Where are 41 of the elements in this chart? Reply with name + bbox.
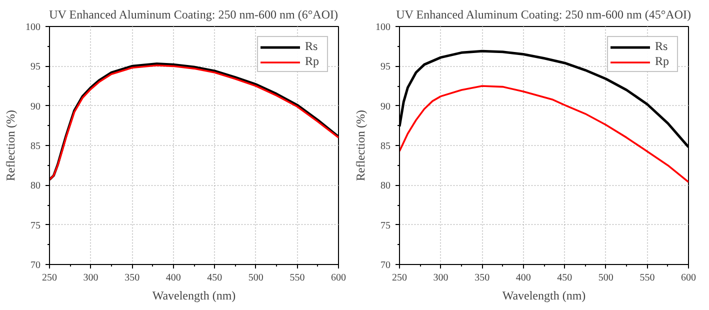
y-axis-title: Reflection (%) [4,110,18,181]
x-axis-title: Wavelength (nm) [502,288,586,302]
x-tick-label: 450 [557,272,572,284]
y-tick-label: 90 [30,101,40,112]
x-tick-label: 600 [331,272,346,284]
legend-label: Rs [655,39,669,54]
x-tick-label: 550 [640,272,655,284]
y-tick-label: 95 [30,62,40,73]
legend-label: Rs [305,39,319,54]
y-tick-label: 75 [380,220,390,232]
line-series [400,85,688,183]
x-tick-label: 350 [474,272,490,284]
y-tick-label: 95 [380,62,390,73]
x-tick-label: 400 [516,272,531,284]
y-tick-label: 70 [380,260,390,271]
y-tick-label: 85 [30,141,40,152]
y-tick-label: 80 [30,180,40,192]
y-tick-label: 70 [30,260,40,271]
chart-title: UV Enhanced Aluminum Coating: 250 nm-600 nm (45°AOI) [396,8,692,22]
x-tick-label: 500 [248,272,264,284]
legend-label: Rp [305,54,320,69]
x-axis-title: Wavelength (nm) [152,288,236,302]
x-tick-label: 300 [83,272,98,284]
y-tick-label: 85 [380,141,390,152]
x-tick-label: 250 [392,272,407,284]
chart-title: UV Enhanced Aluminum Coating: 250 nm-600 nm (6°AOI) [49,8,338,22]
y-tick-label: 75 [30,220,40,232]
y-tick-label: 80 [380,180,390,192]
x-tick-label: 450 [207,272,222,284]
x-tick-label: 350 [124,272,140,284]
x-tick-label: 550 [290,272,305,284]
y-axis-title: Reflection (%) [354,110,368,181]
y-tick-label: 100 [376,22,390,33]
legend-label: Rp [655,54,670,69]
x-tick-label: 400 [166,272,181,284]
x-tick-label: 300 [433,272,448,284]
x-tick-label: 250 [42,272,57,284]
x-tick-label: 500 [598,272,614,284]
x-tick-label: 600 [681,272,696,284]
y-tick-label: 100 [26,22,40,33]
y-tick-label: 90 [380,101,390,112]
